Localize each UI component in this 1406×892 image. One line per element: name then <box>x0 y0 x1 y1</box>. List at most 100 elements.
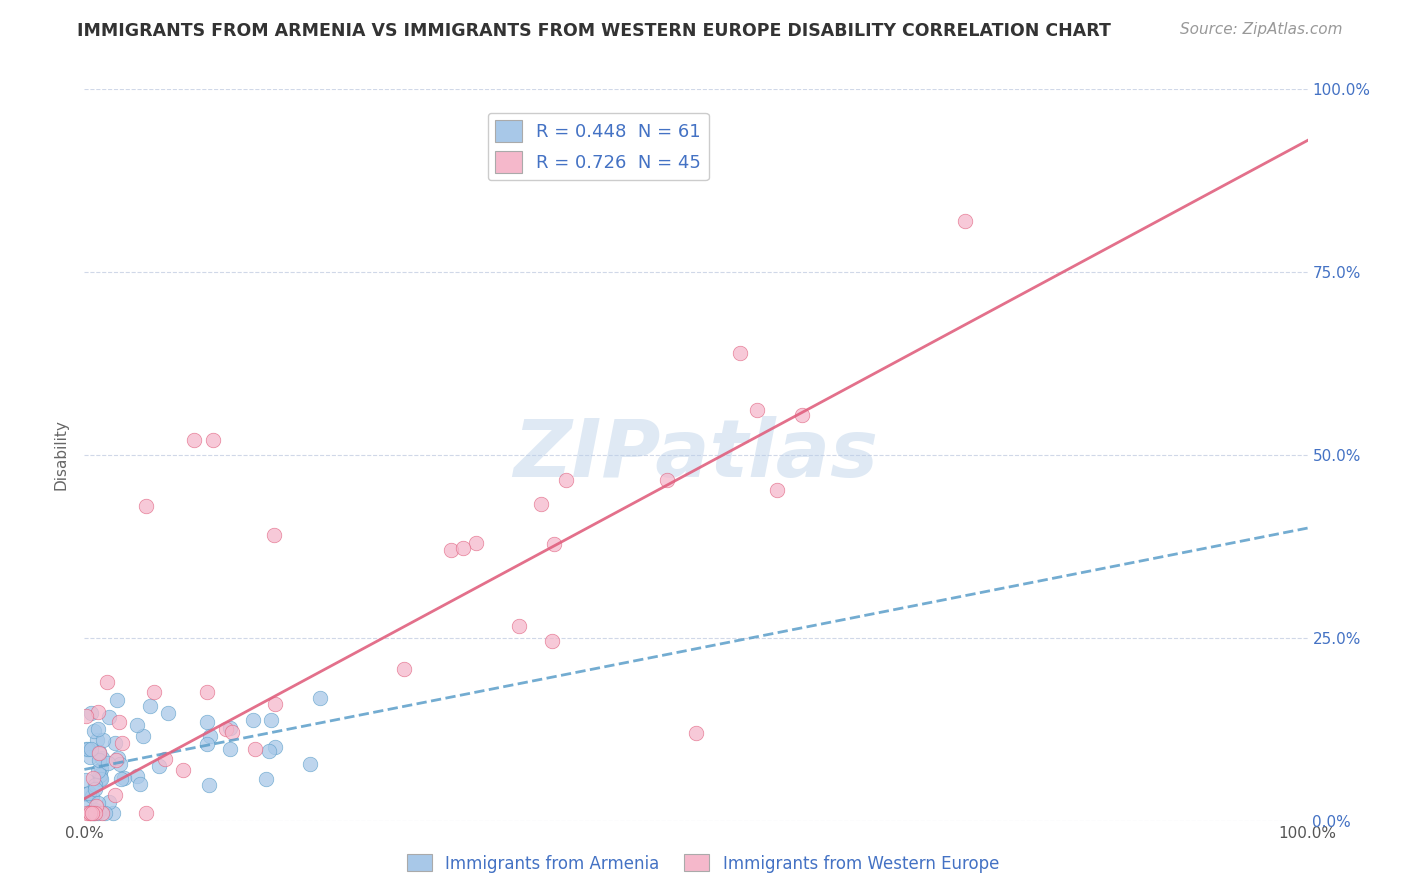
Point <box>953 214 976 228</box>
Point <box>90 750 112 764</box>
Point <box>195 685 218 699</box>
Point <box>79 805 101 819</box>
Legend: R = 0.448  N = 61, R = 0.726  N = 45: R = 0.448 N = 61, R = 0.726 N = 45 <box>488 113 709 180</box>
Point <box>79 806 101 821</box>
Point <box>96 675 118 690</box>
Point <box>195 715 218 730</box>
Point <box>105 693 128 707</box>
Point <box>80 742 103 756</box>
Point <box>451 541 474 555</box>
Point <box>87 753 110 767</box>
Point <box>221 725 243 739</box>
Point <box>86 733 108 747</box>
Point <box>440 543 463 558</box>
Point <box>79 749 101 764</box>
Point <box>153 752 176 766</box>
Point <box>264 740 287 755</box>
Point <box>101 806 124 821</box>
Point <box>108 756 131 771</box>
Point <box>129 777 152 791</box>
Point <box>75 773 97 788</box>
Point <box>86 806 108 821</box>
Point <box>655 473 678 487</box>
Point <box>215 723 238 737</box>
Point <box>135 499 157 513</box>
Point <box>201 434 224 448</box>
Point <box>157 706 180 720</box>
Point <box>219 742 242 756</box>
Point <box>75 800 97 814</box>
Point <box>555 473 578 487</box>
Point <box>263 528 285 542</box>
Point <box>242 714 264 728</box>
Point <box>139 698 162 713</box>
Text: ZIPatlas: ZIPatlas <box>513 416 879 494</box>
Point <box>254 772 277 786</box>
Point <box>79 786 101 800</box>
Point <box>245 742 267 756</box>
Point <box>143 685 166 699</box>
Point <box>257 743 280 757</box>
Point <box>198 778 221 792</box>
Point <box>183 434 205 448</box>
Point <box>83 723 105 738</box>
Point <box>98 795 121 809</box>
Point <box>508 619 530 633</box>
Point <box>79 806 101 821</box>
Point <box>728 346 751 360</box>
Point <box>87 706 110 720</box>
Point <box>112 771 135 785</box>
Point <box>75 741 97 756</box>
Point <box>464 535 486 549</box>
Point <box>84 803 107 817</box>
Point <box>792 408 814 422</box>
Point <box>89 745 111 759</box>
Point <box>84 798 107 813</box>
Point <box>685 726 707 740</box>
Point <box>84 806 107 821</box>
Point <box>83 779 105 793</box>
Point <box>89 746 111 760</box>
Point <box>90 762 112 776</box>
Point <box>76 742 98 756</box>
Point <box>86 796 108 810</box>
Point <box>135 806 157 821</box>
Point <box>83 782 105 797</box>
Point <box>104 788 127 802</box>
Point <box>127 769 149 783</box>
Point <box>298 756 321 771</box>
Point <box>264 697 287 711</box>
Point <box>110 772 132 787</box>
Point <box>97 710 120 724</box>
Point <box>75 787 97 801</box>
Point <box>108 715 131 730</box>
Point <box>111 736 134 750</box>
Point <box>127 717 149 731</box>
Point <box>75 709 97 723</box>
Point <box>308 691 330 706</box>
Point <box>89 772 111 787</box>
Point <box>97 756 120 770</box>
Point <box>765 483 787 497</box>
Text: Source: ZipAtlas.com: Source: ZipAtlas.com <box>1180 22 1343 37</box>
Legend: Immigrants from Armenia, Immigrants from Western Europe: Immigrants from Armenia, Immigrants from… <box>401 847 1005 880</box>
Point <box>148 759 170 773</box>
Point <box>89 768 111 782</box>
Point <box>218 721 240 735</box>
Point <box>132 729 155 743</box>
Point <box>82 771 104 785</box>
Point <box>91 806 114 821</box>
Text: IMMIGRANTS FROM ARMENIA VS IMMIGRANTS FROM WESTERN EUROPE DISABILITY CORRELATION: IMMIGRANTS FROM ARMENIA VS IMMIGRANTS FR… <box>77 22 1111 40</box>
Point <box>76 806 98 821</box>
Point <box>87 722 110 736</box>
Point <box>392 662 415 676</box>
Point <box>83 806 105 821</box>
Point <box>172 763 194 777</box>
Point <box>91 732 114 747</box>
Point <box>530 497 553 511</box>
Point <box>195 737 218 751</box>
Point <box>90 772 112 786</box>
Point <box>107 751 129 765</box>
Y-axis label: Disability: Disability <box>53 419 69 491</box>
Point <box>543 537 565 551</box>
